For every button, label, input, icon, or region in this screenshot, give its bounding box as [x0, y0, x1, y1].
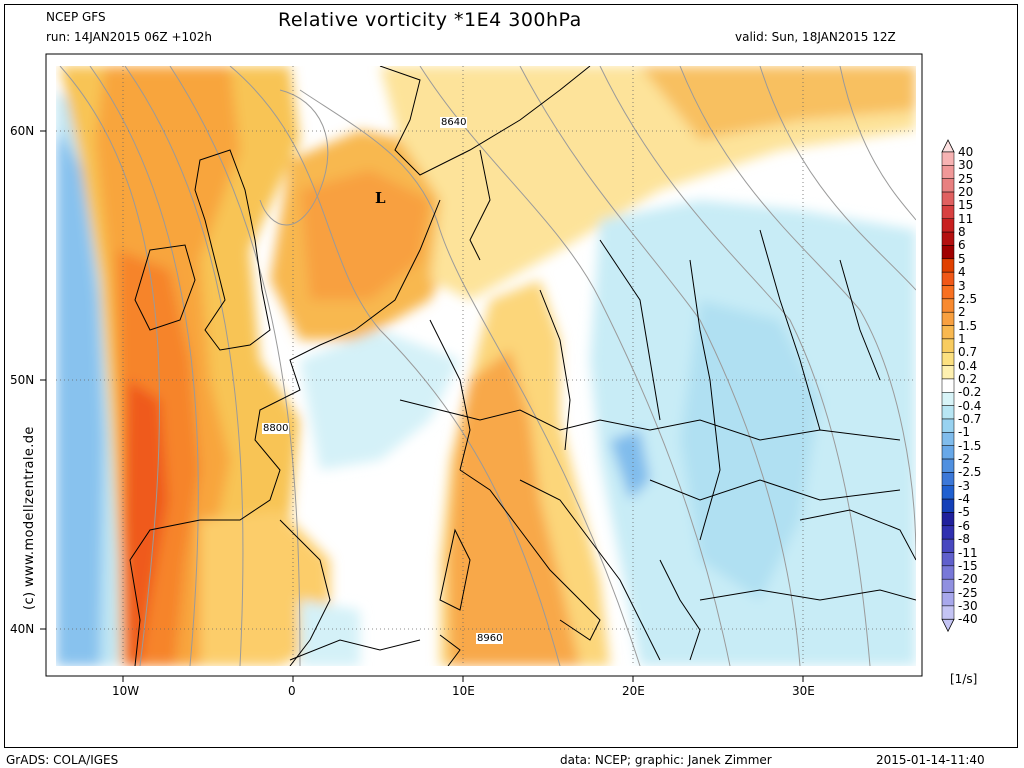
lon-label-30e: 30E [792, 684, 815, 698]
colorbar-level-label: 2.5 [958, 291, 978, 306]
colorbar-level-label: 15 [958, 198, 974, 213]
colorbar-swatch [941, 498, 955, 513]
colorbar-level-label: -20 [958, 572, 978, 587]
colorbar-level-label: -40 [958, 612, 978, 627]
colorbar-level-label: 11 [958, 211, 974, 226]
colorbar-swatch [941, 592, 955, 607]
colorbar-level-label: -1.5 [958, 438, 982, 453]
colorbar-level-label: 8 [958, 225, 966, 240]
colorbar-swatch [941, 378, 955, 393]
colorbar-level-label: 5 [958, 251, 966, 266]
run-info: run: 14JAN2015 06Z +102h [46, 30, 213, 44]
colorbar-swatch [941, 525, 955, 540]
lat-label-50n: 50N [10, 373, 35, 387]
colorbar-level-label: -5 [958, 505, 970, 520]
colorbar-level-label: -0.4 [958, 398, 982, 413]
contour-label-8960: 8960 [476, 633, 504, 644]
contour-label-8640: 8640 [440, 117, 468, 128]
colorbar-level-label: 6 [958, 238, 966, 253]
model-name: NCEP GFS [46, 10, 106, 24]
contour-label-8800: 8800 [262, 423, 290, 434]
colorbar-swatch [941, 231, 955, 246]
colorbar-swatch [941, 578, 955, 593]
colorbar-swatch [941, 352, 955, 366]
colorbar-level-label: 1 [958, 331, 966, 346]
figure-frame [4, 4, 1018, 748]
colorbar-swatch [941, 392, 955, 406]
colorbar-swatch [941, 271, 955, 286]
colorbar-swatch [941, 472, 955, 486]
colorbar-swatch [941, 325, 955, 340]
colorbar-level-label: -0.2 [958, 385, 982, 400]
colorbar-level-label: 0.2 [958, 371, 978, 386]
colorbar-level-label: -11 [958, 545, 978, 560]
colorbar-level-label: 1.5 [958, 318, 978, 333]
colorbar-swatch [941, 432, 955, 446]
footer-timestamp: 2015-01-14-11:40 [876, 753, 985, 767]
colorbar-swatch [941, 512, 955, 527]
colorbar-swatch [941, 458, 955, 473]
lon-label-10w: 10W [112, 684, 140, 698]
colorbar-bottom-triangle [941, 618, 955, 633]
colorbar-swatch [941, 405, 955, 420]
colorbar-swatch [941, 165, 955, 179]
colorbar-swatch [941, 258, 955, 273]
colorbar-swatch [941, 218, 955, 233]
colorbar-swatch [941, 178, 955, 193]
colorbar-swatch [941, 485, 955, 500]
colorbar-swatch [941, 418, 955, 433]
lon-label-20e: 20E [622, 684, 645, 698]
colorbar-level-label: 3 [958, 278, 966, 293]
footer-grads: GrADS: COLA/IGES [6, 753, 119, 767]
colorbar-swatch [941, 245, 955, 260]
colorbar-level-label: -30 [958, 598, 978, 613]
watermark: (c) www.modellzentrale.de [22, 426, 37, 610]
colorbar-level-label: -2.5 [958, 465, 982, 480]
colorbar-level-label: 0.7 [958, 345, 978, 360]
colorbar-level-label: -0.7 [958, 412, 982, 426]
colorbar-swatch [941, 445, 955, 460]
lon-label-0: 0 [288, 684, 296, 698]
colorbar-swatch [941, 285, 955, 300]
footer-credit: data: NCEP; graphic: Janek Zimmer [560, 753, 772, 767]
low-pressure-marker: L [375, 189, 386, 207]
colorbar-swatch [941, 605, 955, 620]
colorbar-swatch [941, 205, 955, 219]
lat-label-60n: 60N [10, 124, 35, 138]
colorbar-level-label: -6 [958, 518, 970, 533]
colorbar-top-triangle [941, 139, 955, 153]
colorbar-level-label: -2 [958, 452, 970, 467]
colorbar-level-label: 30 [958, 158, 974, 173]
colorbar-level-label: 0.4 [958, 358, 978, 373]
colorbar-swatch [941, 151, 955, 166]
colorbar-swatch [941, 538, 955, 553]
colorbar-level-label: 40 [958, 145, 974, 159]
colorbar-level-label: 20 [958, 185, 974, 200]
colorbar-level-label: -8 [958, 532, 970, 547]
lat-label-40n: 40N [10, 622, 35, 636]
colorbar-swatch [941, 298, 955, 313]
chart-title: Relative vorticity *1E4 300hPa [278, 9, 582, 31]
colorbar-unit: [1/s] [950, 672, 978, 686]
colorbar-level-label: -3 [958, 478, 970, 493]
colorbar-level-label: 2 [958, 305, 966, 320]
colorbar [941, 139, 955, 633]
colorbar-level-label: -15 [958, 558, 978, 573]
colorbar-level-label: -4 [958, 492, 970, 507]
colorbar-swatch [941, 365, 955, 380]
colorbar-level-label: 4 [958, 265, 966, 280]
colorbar-swatch [941, 311, 955, 326]
colorbar-level-label: -25 [958, 585, 978, 600]
colorbar-swatch [941, 338, 955, 353]
colorbar-swatch [941, 552, 955, 567]
colorbar-level-label: -1 [958, 425, 970, 440]
lon-label-10e: 10E [452, 684, 475, 698]
colorbar-swatch [941, 191, 955, 206]
colorbar-level-label: 25 [958, 171, 974, 186]
colorbar-swatch [941, 565, 955, 580]
valid-time: valid: Sun, 18JAN2015 12Z [735, 30, 896, 44]
